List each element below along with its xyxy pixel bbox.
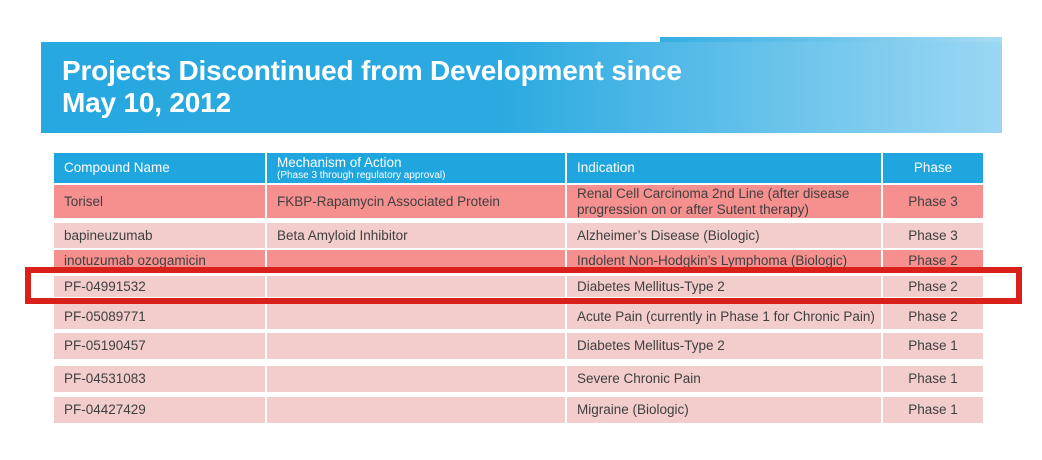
cell-phase: Phase 3 <box>883 185 983 218</box>
cell-indication: Migraine (Biologic) <box>567 397 881 423</box>
cell-compound-text: Torisel <box>64 193 104 209</box>
cell-indication-text: Indolent Non-Hodgkin’s Lymphoma (Biologi… <box>577 252 848 268</box>
column-header-compound-name: Compound Name <box>54 153 265 183</box>
cell-indication-text: Acute Pain (currently in Phase 1 for Chr… <box>577 308 875 324</box>
column-header-stack: Mechanism of Action (Phase 3 through reg… <box>277 155 445 181</box>
cell-indication-text: Alzheimer’s Disease (Biologic) <box>577 227 760 243</box>
slide-title-line2: May 10, 2012 <box>62 87 231 118</box>
cell-phase-text: Phase 1 <box>908 371 958 387</box>
cell-indication-text: Renal Cell Carcinoma 2nd Line (after dis… <box>577 186 850 217</box>
table-row: PF-04531083 Severe Chronic Pain Phase 1 <box>54 366 983 392</box>
column-header-label: Phase <box>913 160 953 176</box>
cell-phase: Phase 3 <box>883 223 983 248</box>
cell-mechanism <box>267 250 565 271</box>
cell-compound: PF-05190457 <box>54 333 265 359</box>
column-header-mechanism: Mechanism of Action (Phase 3 through reg… <box>267 153 565 183</box>
table-row: PF-04427429 Migraine (Biologic) Phase 1 <box>54 397 983 423</box>
cell-compound-text: inotuzumab ozogamicin <box>64 252 206 268</box>
column-header-sublabel: (Phase 3 through regulatory approval) <box>277 170 446 182</box>
cell-compound: PF-04427429 <box>54 397 265 423</box>
cell-mechanism <box>267 304 565 329</box>
banner-accent-bar <box>660 37 1002 44</box>
cell-compound-text: PF-04427429 <box>64 402 146 418</box>
slide-title: Projects Discontinued from Development s… <box>62 55 982 119</box>
table-row: bapineuzumab Beta Amyloid Inhibitor Alzhei… <box>54 223 983 248</box>
projects-table: Compound Name Mechanism of Action (Phase… <box>54 153 983 423</box>
cell-compound-text: PF-04991532 <box>64 278 146 294</box>
cell-phase: Phase 1 <box>883 333 983 359</box>
column-header-label: Indication <box>577 160 635 176</box>
cell-phase-text: Phase 2 <box>908 278 958 294</box>
cell-indication-text: Severe Chronic Pain <box>577 371 701 387</box>
cell-compound-text: PF-04531083 <box>64 371 146 387</box>
cell-compound: PF-04991532 <box>54 276 265 297</box>
cell-indication: Diabetes Mellitus-Type 2 <box>567 276 881 297</box>
cell-indication: Renal Cell Carcinoma 2nd Line (after dis… <box>567 185 881 218</box>
cell-phase-text: Phase 2 <box>908 308 958 324</box>
cell-mechanism <box>267 276 565 297</box>
table-row-highlighted: PF-04991532 Diabetes Mellitus-Type 2 Phase… <box>54 276 983 297</box>
cell-mechanism: Beta Amyloid Inhibitor <box>267 223 565 248</box>
cell-indication: Acute Pain (currently in Phase 1 for Chr… <box>567 304 881 329</box>
column-header-label: Compound Name <box>64 160 170 176</box>
cell-mechanism <box>267 366 565 392</box>
cell-indication: Alzheimer’s Disease (Biologic) <box>567 223 881 248</box>
cell-phase-text: Phase 1 <box>908 402 958 418</box>
cell-mechanism: FKBP-Rapamycin Associated Protein <box>267 185 565 218</box>
cell-mechanism <box>267 333 565 359</box>
table-row: PF-05190457 Diabetes Mellitus-Type 2 Phase… <box>54 333 983 359</box>
cell-mechanism <box>267 397 565 423</box>
cell-phase-text: Phase 2 <box>908 252 958 268</box>
cell-phase: Phase 2 <box>883 276 983 297</box>
cell-phase: Phase 1 <box>883 397 983 423</box>
column-header-phase: Phase <box>883 153 983 183</box>
cell-phase: Phase 2 <box>883 304 983 329</box>
table-row: Torisel FKBP-Rapamycin Associated Protein… <box>54 185 983 218</box>
cell-compound: PF-04531083 <box>54 366 265 392</box>
cell-phase: Phase 1 <box>883 366 983 392</box>
table-row: inotuzumab ozogamicin Indolent Non-Hodgki… <box>54 250 983 271</box>
table-body: Torisel FKBP-Rapamycin Associated Protein… <box>54 185 983 423</box>
column-header-indication: Indication <box>567 153 881 183</box>
cell-compound: inotuzumab ozogamicin <box>54 250 265 271</box>
cell-indication: Indolent Non-Hodgkin’s Lymphoma (Biologi… <box>567 250 881 271</box>
cell-phase-text: Phase 3 <box>908 227 958 243</box>
cell-mechanism-text: Beta Amyloid Inhibitor <box>277 227 408 243</box>
cell-compound: bapineuzumab <box>54 223 265 248</box>
table-header-row: Compound Name Mechanism of Action (Phase… <box>54 153 983 183</box>
cell-mechanism-text: FKBP-Rapamycin Associated Protein <box>277 193 500 209</box>
cell-indication: Diabetes Mellitus-Type 2 <box>567 333 881 359</box>
table-row: PF-05089771 Acute Pain (currently in Phas… <box>54 304 983 329</box>
cell-indication-text: Migraine (Biologic) <box>577 402 689 418</box>
column-header-label: Mechanism of Action <box>277 154 402 170</box>
cell-compound-text: PF-05190457 <box>64 338 146 354</box>
cell-compound: PF-05089771 <box>54 304 265 329</box>
cell-indication: Severe Chronic Pain <box>567 366 881 392</box>
cell-phase-text: Phase 1 <box>908 338 958 354</box>
cell-compound-text: PF-05089771 <box>64 308 146 324</box>
slide-title-line1: Projects Discontinued from Development s… <box>62 55 682 86</box>
cell-phase: Phase 2 <box>883 250 983 271</box>
title-banner: Projects Discontinued from Development s… <box>41 42 1002 133</box>
cell-compound-text: bapineuzumab <box>64 227 153 243</box>
cell-indication-text: Diabetes Mellitus-Type 2 <box>577 278 725 294</box>
cell-compound: Torisel <box>54 185 265 218</box>
cell-indication-text: Diabetes Mellitus-Type 2 <box>577 338 725 354</box>
cell-phase-text: Phase 3 <box>908 193 958 209</box>
